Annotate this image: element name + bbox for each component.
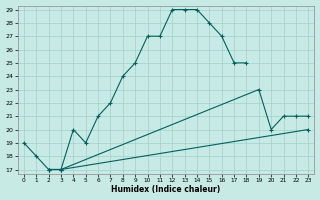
X-axis label: Humidex (Indice chaleur): Humidex (Indice chaleur) [111,185,221,194]
